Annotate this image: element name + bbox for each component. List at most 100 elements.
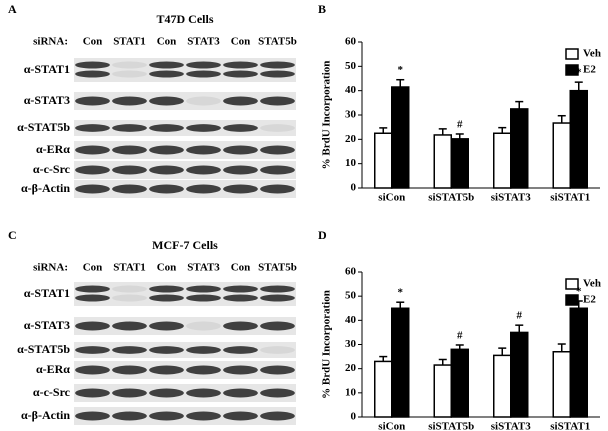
- annotation: #: [457, 330, 463, 342]
- band: [186, 61, 221, 69]
- bar: [391, 86, 410, 189]
- row-label: α-c-Src: [33, 385, 71, 399]
- band: [186, 411, 221, 421]
- band: [260, 61, 295, 69]
- band: [260, 388, 295, 398]
- band: [186, 165, 221, 175]
- y-tick-label: 10: [345, 386, 357, 398]
- lane-label: Con: [157, 262, 177, 274]
- bar: [391, 307, 410, 418]
- bar: [510, 108, 529, 189]
- lane-label: Con: [157, 36, 177, 48]
- band: [75, 165, 110, 175]
- lane-label: Con: [83, 36, 103, 48]
- legend-label: E2: [583, 64, 596, 76]
- band: [75, 96, 110, 106]
- panel-letter: A: [8, 2, 17, 16]
- legend-swatch: [565, 48, 579, 60]
- blot-strip: [74, 342, 296, 358]
- band: [149, 165, 184, 175]
- band: [186, 96, 221, 106]
- legend-label: E2: [583, 294, 596, 306]
- legend-label: Veh: [583, 278, 601, 290]
- y-tick-label: 50: [345, 290, 357, 302]
- y-tick-label: 10: [345, 157, 357, 169]
- lane-label: Con: [231, 262, 251, 274]
- band: [260, 184, 295, 194]
- row-label: α-β-Actin: [21, 181, 70, 195]
- blot-strip: [74, 180, 296, 198]
- lane-label: STAT3: [187, 36, 220, 48]
- annotation: #: [457, 119, 463, 131]
- band: [112, 346, 147, 354]
- lane-label: Con: [231, 36, 251, 48]
- legend-swatch: [565, 278, 579, 290]
- band: [112, 96, 147, 106]
- y-tick-label: 60: [345, 266, 357, 278]
- legend-swatch: [565, 64, 579, 76]
- band: [149, 61, 184, 69]
- annotation: *: [576, 67, 582, 79]
- bar: [374, 360, 393, 418]
- band: [112, 321, 147, 331]
- bar: [433, 364, 452, 418]
- band: [186, 145, 221, 155]
- x-tick-label: siSTAT5b: [428, 421, 474, 431]
- band: [223, 388, 258, 398]
- band: [112, 145, 147, 155]
- y-axis-label: % BrdU Incorporation: [321, 61, 333, 170]
- lane-header: siRNA:: [33, 262, 68, 274]
- band: [149, 411, 184, 421]
- band: [75, 145, 110, 155]
- lane-label: STAT5b: [258, 262, 297, 274]
- band: [223, 124, 258, 132]
- band: [112, 124, 147, 132]
- band: [223, 294, 258, 302]
- row-label: α-STAT1: [24, 286, 70, 300]
- band: [223, 145, 258, 155]
- y-tick-label: 30: [345, 338, 357, 350]
- lane-label: STAT1: [113, 36, 146, 48]
- blot-strip: [74, 384, 296, 402]
- blot-title: T47D Cells: [157, 12, 214, 26]
- blot-strip: [74, 361, 296, 379]
- bar: [569, 89, 588, 189]
- y-tick-label: 0: [351, 182, 357, 194]
- band: [149, 294, 184, 302]
- band: [112, 184, 147, 194]
- band: [75, 321, 110, 331]
- blot-strip: [74, 141, 296, 159]
- band: [149, 145, 184, 155]
- row-label: α-ERα: [36, 142, 70, 156]
- band: [75, 346, 110, 354]
- band: [186, 184, 221, 194]
- y-tick-label: 0: [351, 411, 357, 423]
- band: [260, 70, 295, 78]
- band: [186, 365, 221, 375]
- x-tick-label: siCon: [378, 192, 405, 204]
- band: [149, 96, 184, 106]
- row-label: α-β-Actin: [21, 408, 70, 422]
- band: [75, 294, 110, 302]
- band: [223, 184, 258, 194]
- blot-strip: [74, 161, 296, 179]
- band: [112, 70, 147, 78]
- band: [223, 285, 258, 293]
- band: [112, 285, 147, 293]
- row-label: α-STAT5b: [17, 342, 70, 356]
- lane-label: STAT3: [187, 262, 220, 274]
- panel-letter: B: [318, 2, 326, 16]
- panel-letter: C: [8, 228, 17, 242]
- x-tick-label: siSTAT1: [550, 421, 590, 431]
- band: [112, 365, 147, 375]
- band: [149, 184, 184, 194]
- row-label: α-STAT3: [24, 93, 70, 107]
- lane-label: Con: [83, 262, 103, 274]
- band: [112, 165, 147, 175]
- band: [75, 124, 110, 132]
- band: [186, 321, 221, 331]
- bar: [374, 132, 393, 189]
- legend-label: Veh: [583, 48, 601, 60]
- row-label: α-STAT3: [24, 318, 70, 332]
